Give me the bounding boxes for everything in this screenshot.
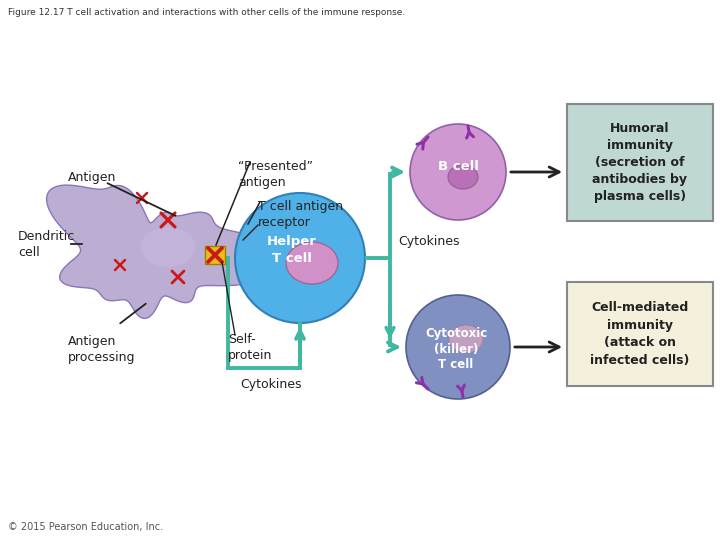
Text: Helper
T cell: Helper T cell — [267, 235, 317, 265]
Text: Cytotoxic
(killer)
T cell: Cytotoxic (killer) T cell — [425, 327, 487, 372]
Text: Cell-mediated
immunity
(attack on
infected cells): Cell-mediated immunity (attack on infect… — [590, 301, 690, 367]
Text: Cytokines: Cytokines — [398, 235, 459, 248]
Text: Cytokines: Cytokines — [240, 378, 302, 391]
Text: B cell: B cell — [438, 160, 478, 173]
Ellipse shape — [449, 325, 483, 353]
Text: Dendritic
cell: Dendritic cell — [18, 230, 76, 259]
Ellipse shape — [140, 227, 196, 267]
Text: T cell antigen
receptor: T cell antigen receptor — [258, 200, 343, 229]
Circle shape — [235, 193, 365, 323]
FancyBboxPatch shape — [567, 282, 713, 386]
Text: “Presented”
antigen: “Presented” antigen — [238, 160, 313, 189]
Text: Antigen: Antigen — [68, 172, 117, 185]
Text: © 2015 Pearson Education, Inc.: © 2015 Pearson Education, Inc. — [8, 522, 163, 532]
Ellipse shape — [448, 165, 478, 189]
Text: Humoral
immunity
(secretion of
antibodies by
plasma cells): Humoral immunity (secretion of antibodie… — [593, 122, 688, 203]
Circle shape — [410, 124, 506, 220]
Text: Self-
protein: Self- protein — [228, 333, 272, 362]
Ellipse shape — [286, 242, 338, 284]
Text: Figure 12.17 T cell activation and interactions with other cells of the immune r: Figure 12.17 T cell activation and inter… — [8, 8, 405, 17]
Text: Antigen
processing: Antigen processing — [68, 335, 135, 364]
FancyBboxPatch shape — [567, 104, 713, 221]
Circle shape — [406, 295, 510, 399]
Polygon shape — [47, 185, 280, 319]
FancyBboxPatch shape — [205, 246, 225, 264]
